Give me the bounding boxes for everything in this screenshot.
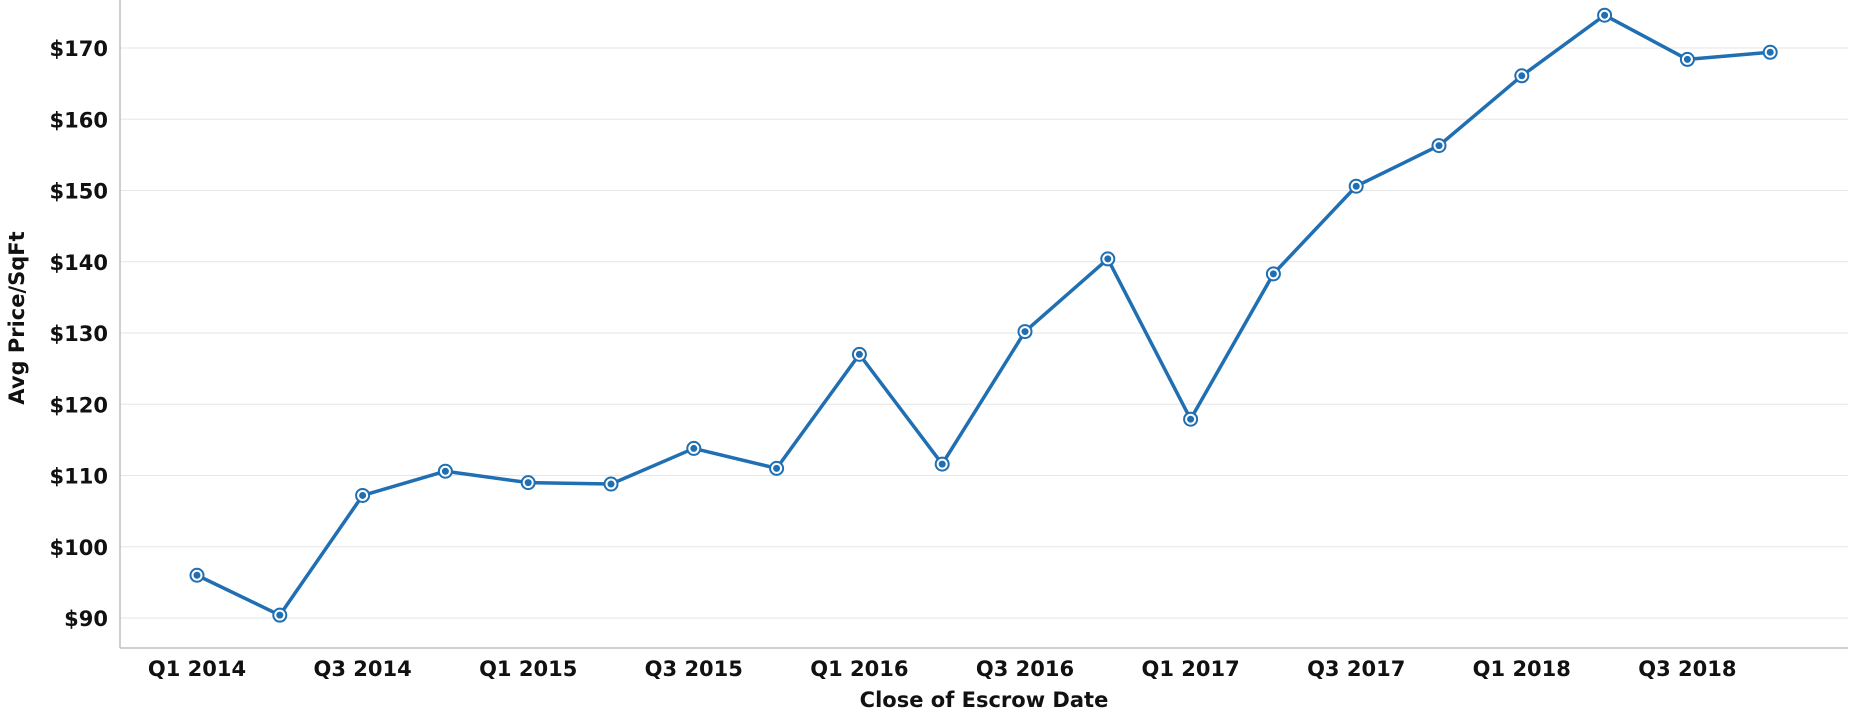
y-tick-label: $140 [50,251,108,275]
data-point[interactable] [1679,51,1695,67]
data-point-dot [276,611,284,619]
data-point-dot [690,444,698,452]
data-point[interactable] [1348,178,1364,194]
data-point-dot [855,350,863,358]
x-axis-title: Close of Escrow Date [860,688,1109,712]
data-point-dot [607,480,615,488]
data-point-dot [1187,415,1195,423]
data-point[interactable] [1431,138,1447,154]
data-point-dot [193,571,201,579]
data-point[interactable] [1100,251,1116,267]
data-point[interactable] [1183,411,1199,427]
x-tick-label: Q3 2015 [645,657,743,681]
data-point-dot [1021,328,1029,336]
data-point[interactable] [1514,68,1530,84]
y-tick-label: $150 [50,180,108,204]
data-point-dot [441,467,449,475]
data-point[interactable] [189,567,205,583]
x-tick-label: Q1 2016 [810,657,908,681]
y-tick-label: $110 [50,465,108,489]
y-tick-label: $90 [64,607,108,631]
data-point[interactable] [1017,324,1033,340]
data-point[interactable] [603,476,619,492]
data-point[interactable] [934,456,950,472]
x-tick-label: Q1 2015 [479,657,577,681]
x-tick-label: Q1 2014 [148,657,246,681]
gridlines [120,47,1848,619]
data-point[interactable] [437,463,453,479]
data-point[interactable] [1265,266,1281,282]
data-point-dot [1766,48,1774,56]
data-point-dot [1518,72,1526,80]
data-point[interactable] [1597,7,1613,23]
data-point-dot [1269,270,1277,278]
y-tick-label: $130 [50,322,108,346]
data-point[interactable] [1762,44,1778,60]
x-tick-label: Q3 2014 [313,657,411,681]
data-point-dot [1352,182,1360,190]
series-line [196,13,1771,617]
x-axis-ticks: Q1 2014 Q3 2014 Q1 2015 Q3 2015 Q1 2016 Q3 20… [148,657,1737,681]
y-axis-ticks: $90 $100 $110 $120 $130 $140 $150 $160 $170 [50,37,108,631]
y-axis-title: Avg Price/SqFt [5,231,29,404]
data-point-dot [938,460,946,468]
y-tick-label: $100 [50,536,108,560]
data-point[interactable] [851,346,867,362]
x-tick-label: Q3 2016 [976,657,1074,681]
data-point[interactable] [520,475,536,491]
data-point-dot [1683,55,1691,63]
x-tick-label: Q1 2017 [1141,657,1239,681]
x-tick-label: Q3 2018 [1638,657,1736,681]
data-point[interactable] [272,607,288,623]
x-tick-label: Q1 2018 [1473,657,1571,681]
data-point-dot [1104,255,1112,263]
data-point[interactable] [769,460,785,476]
data-point-dot [359,491,367,499]
data-point[interactable] [686,440,702,456]
data-point[interactable] [355,487,371,503]
data-point-dot [1435,142,1443,150]
y-tick-label: $160 [50,108,108,132]
y-tick-label: $170 [50,37,108,61]
x-tick-label: Q3 2017 [1307,657,1405,681]
series-group [189,7,1778,623]
data-point-dot [1601,11,1609,19]
data-point-dot [773,464,781,472]
y-tick-label: $120 [50,393,108,417]
data-point-dot [524,479,532,487]
